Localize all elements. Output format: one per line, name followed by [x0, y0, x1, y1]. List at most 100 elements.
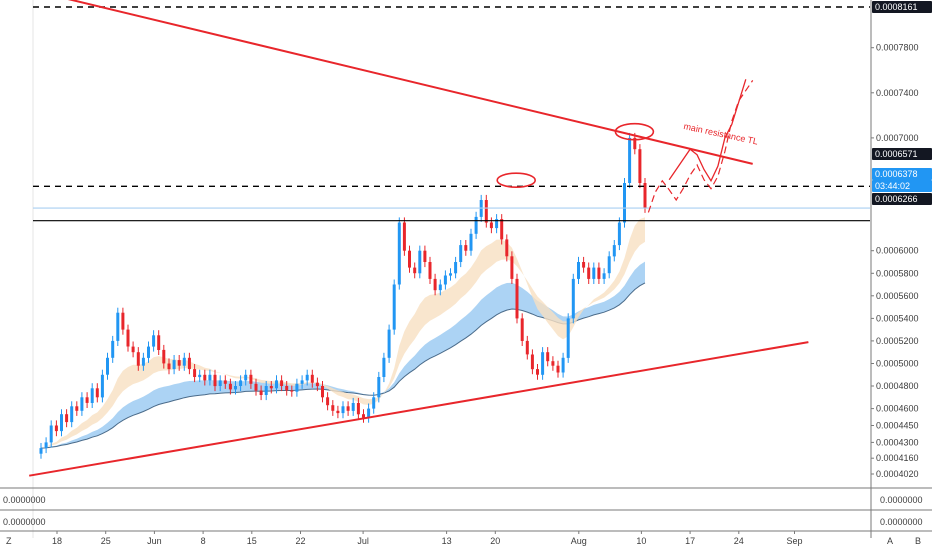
candle-body: [326, 397, 330, 406]
pane-1-axis-value: 0.0000000: [880, 495, 923, 505]
price-axis[interactable]: 0.0007800 0.0007400 0.0007000 0.0006000 0.00…: [871, 43, 919, 479]
candle-body: [310, 374, 314, 383]
time-tick-label: Aug: [571, 536, 587, 546]
support-trendline: [29, 341, 809, 477]
candle-body: [469, 233, 473, 251]
candle-body: [474, 216, 478, 234]
projected-path: [647, 80, 754, 213]
price-badges: 0.0008161 0.0006571 0.0006378 03:44:02 0.000…: [872, 1, 932, 205]
candle-body: [530, 354, 534, 370]
candle-body: [106, 357, 109, 375]
candle-body: [582, 262, 586, 268]
candle-body: [305, 374, 309, 381]
candle-body: [346, 406, 350, 411]
time-tick-label: 24: [734, 536, 744, 546]
candle-body: [239, 380, 243, 386]
candle-body: [428, 262, 432, 279]
candle-body: [131, 346, 135, 353]
price-tick-label: 0.0005600: [876, 291, 919, 301]
time-tick-label: Jun: [147, 536, 162, 546]
candle-body: [177, 360, 181, 366]
candle-body: [300, 380, 304, 384]
candle-body: [612, 245, 616, 257]
candle-body: [193, 369, 197, 377]
candle-body: [408, 250, 411, 268]
log-scale-button: B: [915, 536, 921, 546]
candle-body: [234, 386, 237, 390]
candle-body: [49, 425, 53, 443]
candle-body: [111, 340, 115, 358]
candle-body: [449, 273, 452, 276]
price-tick-label: 0.0007400: [876, 88, 919, 98]
price-tick-label: 0.0007800: [876, 43, 919, 53]
candle-body: [397, 222, 401, 285]
candle-series: [39, 132, 647, 459]
candle-body: [541, 352, 545, 375]
last-price-badge: [872, 168, 932, 180]
candle-body: [75, 406, 79, 411]
support-level-badge-text: 0.0006266: [875, 194, 918, 204]
price-tick-label: 0.0005200: [876, 336, 919, 346]
candle-body: [228, 383, 232, 390]
candle-body: [438, 284, 442, 291]
candle-body: [295, 383, 299, 392]
candle-body: [577, 262, 580, 279]
candle-body: [198, 374, 202, 378]
candle-body: [126, 329, 130, 347]
candle-body: [587, 267, 591, 279]
price-tick-label: 0.0004600: [876, 404, 919, 414]
time-tick-label: 15: [247, 536, 257, 546]
candle-body: [367, 408, 371, 418]
candle-body: [500, 219, 504, 240]
slow-ema-band: [41, 261, 645, 449]
time-tick-label: Sep: [786, 536, 802, 546]
time-tick-label: 18: [52, 536, 62, 546]
candle-body: [116, 312, 120, 341]
candle-body: [377, 377, 381, 398]
mid-dashed-level-badge: [872, 148, 932, 160]
candle-body: [136, 352, 140, 366]
time-tick-label: 10: [636, 536, 646, 546]
candle-body: [520, 318, 524, 341]
candle-body: [571, 278, 575, 319]
candle-body: [152, 335, 156, 347]
candle-body: [418, 250, 422, 274]
candle-body: [167, 363, 171, 370]
projected-path-alt: [668, 79, 747, 183]
candle-body: [39, 448, 43, 454]
candle-body: [60, 414, 63, 432]
candle-body: [413, 267, 417, 274]
price-tick-label: 0.0004160: [876, 453, 919, 463]
time-tick-label: Jul: [357, 536, 369, 546]
candle-body: [510, 256, 514, 279]
price-tick-label: 0.0004450: [876, 421, 919, 431]
countdown-badge: [872, 180, 932, 192]
candle-body: [392, 284, 396, 330]
candle-body: [275, 380, 278, 389]
candle-body: [157, 335, 161, 350]
countdown-badge-text: 03:44:02: [875, 181, 910, 191]
candle-body: [515, 278, 519, 319]
candle-body: [551, 361, 555, 366]
candle-body: [182, 357, 186, 366]
candle-body: [643, 183, 647, 208]
price-tick-label: 0.0004800: [876, 381, 919, 391]
candle-body: [546, 352, 550, 362]
candle-body: [54, 425, 58, 432]
candle-body: [85, 397, 89, 403]
price-tick-label: 0.0005000: [876, 359, 919, 369]
time-tick-label: 20: [490, 536, 500, 546]
candle-body: [70, 406, 74, 423]
candle-body: [387, 329, 391, 358]
moving-average-bands: [40, 217, 646, 449]
candle-body: [607, 256, 611, 274]
candle-body: [617, 222, 621, 246]
candle-body: [285, 386, 289, 391]
candle-body: [597, 267, 601, 279]
candle-body: [433, 278, 437, 291]
candle-body: [443, 275, 447, 285]
candle-body: [80, 397, 84, 411]
time-axis[interactable]: 18 25 Jun 8 15 22 Jul 13 20 Aug 10 17 24 Sep Z A B: [6, 531, 921, 546]
top-circle-left: [496, 172, 537, 188]
